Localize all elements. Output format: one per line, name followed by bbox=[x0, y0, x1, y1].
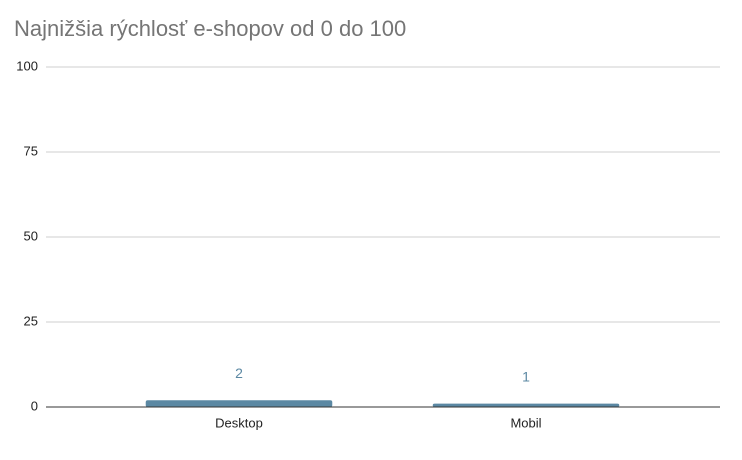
bar bbox=[145, 400, 333, 407]
y-tick-label: 0 bbox=[31, 398, 38, 413]
data-label: 1 bbox=[522, 368, 530, 384]
chart-title: Najnižšia rýchlosť e-shopov od 0 do 100 bbox=[14, 16, 406, 41]
y-tick-label: 50 bbox=[24, 228, 38, 243]
data-label: 2 bbox=[235, 365, 243, 381]
y-tick-label: 75 bbox=[24, 143, 38, 158]
y-tick-label: 100 bbox=[16, 58, 38, 73]
x-tick-label: Desktop bbox=[215, 415, 263, 430]
x-tick-label: Mobil bbox=[510, 415, 541, 430]
y-tick-label: 25 bbox=[24, 313, 38, 328]
bar bbox=[432, 403, 620, 407]
